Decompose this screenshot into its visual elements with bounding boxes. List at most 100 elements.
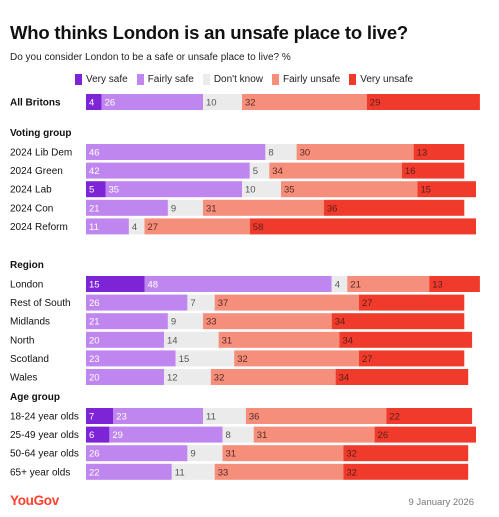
bar-2024-con-dont-know (167, 199, 203, 216)
bar-north-fairly-unsafe (218, 331, 340, 348)
legend-swatch-fairly-unsafe (271, 73, 279, 85)
value-label-north-dont-know: 14 (167, 335, 178, 346)
bar-2024-lib-dem-very-unsafe (413, 144, 465, 160)
bar-london-very-safe (86, 276, 145, 292)
bar-2024-lab-fairly-unsafe (281, 181, 418, 198)
legend-item-very-safe: Very safe (75, 73, 128, 85)
bar-65-year-olds-very-unsafe (343, 463, 469, 480)
row-label-2024-con: 2024 Con (10, 203, 53, 214)
value-label-2024-lab-fairly-safe: 35 (109, 185, 120, 196)
value-label-18-24-year-olds-very-unsafe: 22 (389, 412, 400, 423)
value-label-18-24-year-olds-fairly-unsafe: 36 (249, 412, 260, 423)
bar-2024-green-dont-know (249, 162, 270, 179)
value-label-scotland-dont-know: 15 (179, 354, 190, 365)
legend-item-fairly-unsafe: Fairly unsafe (271, 73, 340, 85)
bar-18-24-year-olds-fairly-unsafe (245, 408, 387, 424)
value-label-2024-green-dont-know: 5 (253, 166, 258, 177)
bar-2024-lab-fairly-safe (105, 181, 242, 198)
bar-london-fairly-unsafe (347, 276, 430, 292)
row-label-midlands: Midlands (10, 317, 50, 328)
value-label-50-64-year-olds-fairly-unsafe: 31 (226, 449, 237, 460)
group-label-age-group: Age group (10, 392, 60, 403)
bar-2024-reform-fairly-unsafe (144, 218, 250, 235)
value-label-scotland-fairly-safe: 23 (89, 354, 100, 365)
group-label-region: Region (10, 260, 44, 271)
value-label-65-year-olds-very-unsafe: 32 (346, 467, 357, 478)
legend-label-very-safe: Very safe (86, 73, 128, 85)
legend: Very safe Fairly safe Don't know Fairly … (75, 73, 422, 85)
bar-2024-con-very-unsafe (323, 199, 465, 216)
value-label-london-very-safe: 15 (89, 280, 100, 291)
row-label-2024-lab: 2024 Lab (10, 185, 52, 196)
bar-north-dont-know (164, 331, 219, 348)
value-label-2024-con-dont-know: 9 (171, 203, 176, 214)
bar-2024-lib-dem-fairly-safe (86, 144, 266, 160)
value-label-25-49-year-olds-fairly-safe: 29 (112, 430, 123, 441)
bar-2024-lib-dem-dont-know (265, 144, 297, 160)
bar-18-24-year-olds-fairly-safe (113, 408, 203, 424)
value-label-65-year-olds-fairly-unsafe: 33 (218, 467, 229, 478)
value-label-2024-lab-fairly-unsafe: 35 (284, 185, 295, 196)
bar-2024-lab-very-safe (86, 181, 106, 198)
value-label-london-very-unsafe: 13 (432, 280, 443, 291)
bar-all-britons-fairly-unsafe (242, 94, 367, 110)
value-label-2024-con-fairly-unsafe: 31 (206, 203, 217, 214)
value-label-north-fairly-unsafe: 31 (222, 335, 233, 346)
bar-2024-reform-fairly-safe (86, 218, 129, 235)
row-label-2024-reform: 2024 Reform (10, 222, 68, 233)
row-label-2024-lib-dem: 2024 Lib Dem (10, 148, 72, 159)
bar-wales-dont-know (164, 369, 211, 385)
bar-wales-fairly-safe (86, 369, 164, 385)
bar-65-year-olds-dont-know (171, 463, 215, 480)
value-label-london-fairly-unsafe: 21 (350, 280, 361, 291)
row-label-50-64-year-olds: 50-64 year olds (10, 449, 79, 460)
value-label-25-49-year-olds-fairly-unsafe: 31 (257, 430, 268, 441)
value-label-2024-green-fairly-safe: 42 (89, 166, 100, 177)
bar-scotland-very-unsafe (359, 350, 465, 367)
value-label-18-24-year-olds-dont-know: 11 (206, 412, 216, 423)
bar-all-britons-fairly-safe (101, 94, 203, 110)
row-label-wales: Wales (10, 373, 37, 384)
legend-label-fairly-safe: Fairly safe (147, 73, 194, 85)
value-label-18-24-year-olds-fairly-safe: 23 (116, 412, 127, 423)
value-label-2024-lib-dem-dont-know: 8 (268, 148, 273, 159)
bar-midlands-very-unsafe (331, 313, 465, 330)
bar-midlands-fairly-safe (86, 313, 168, 330)
bar-25-49-year-olds-very-safe (86, 426, 110, 443)
value-label-25-49-year-olds-very-safe: 6 (89, 430, 94, 441)
bar-rest-of-south-fairly-unsafe (214, 294, 359, 311)
value-label-2024-reform-dont-know: 4 (132, 222, 137, 233)
value-label-midlands-dont-know: 9 (171, 317, 176, 328)
yougov-logo: YouGov (10, 493, 59, 508)
value-label-2024-reform-very-unsafe: 58 (253, 222, 264, 233)
row-label-25-49-year-olds: 25-49 year olds (10, 430, 79, 441)
bar-18-24-year-olds-dont-know (203, 408, 246, 424)
value-label-2024-con-very-unsafe: 36 (327, 203, 338, 214)
value-label-all-britons-fairly-safe: 26 (105, 98, 116, 109)
value-label-2024-lab-very-unsafe: 15 (421, 185, 432, 196)
bar-2024-green-fairly-unsafe (269, 162, 402, 179)
legend-item-very-unsafe: Very unsafe (349, 73, 413, 85)
bar-wales-fairly-unsafe (210, 369, 336, 385)
value-label-50-64-year-olds-dont-know: 9 (190, 449, 195, 460)
row-label-65-year-olds: 65+ year olds (10, 467, 70, 478)
value-label-north-fairly-safe: 20 (89, 335, 100, 346)
bar-50-64-year-olds-very-unsafe (343, 445, 469, 462)
chart-subtitle: Do you consider London to be a safe or u… (10, 52, 291, 63)
bar-rest-of-south-very-unsafe (359, 294, 465, 311)
group-label-voting-group: Voting group (10, 128, 71, 139)
row-label-london: London (10, 280, 43, 291)
value-label-scotland-fairly-unsafe: 32 (237, 354, 248, 365)
value-label-all-britons-very-unsafe: 29 (370, 98, 381, 109)
legend-swatch-fairly-safe (136, 73, 144, 85)
bar-2024-con-fairly-unsafe (203, 199, 324, 216)
bar-midlands-dont-know (167, 313, 203, 330)
bar-25-49-year-olds-fairly-safe (109, 426, 223, 443)
bar-midlands-fairly-unsafe (203, 313, 332, 330)
value-label-london-dont-know: 4 (335, 280, 340, 291)
value-label-2024-reform-fairly-safe: 11 (89, 222, 99, 233)
value-label-wales-dont-know: 12 (167, 373, 178, 384)
bar-2024-con-fairly-safe (86, 199, 168, 216)
value-label-25-49-year-olds-very-unsafe: 26 (378, 430, 389, 441)
